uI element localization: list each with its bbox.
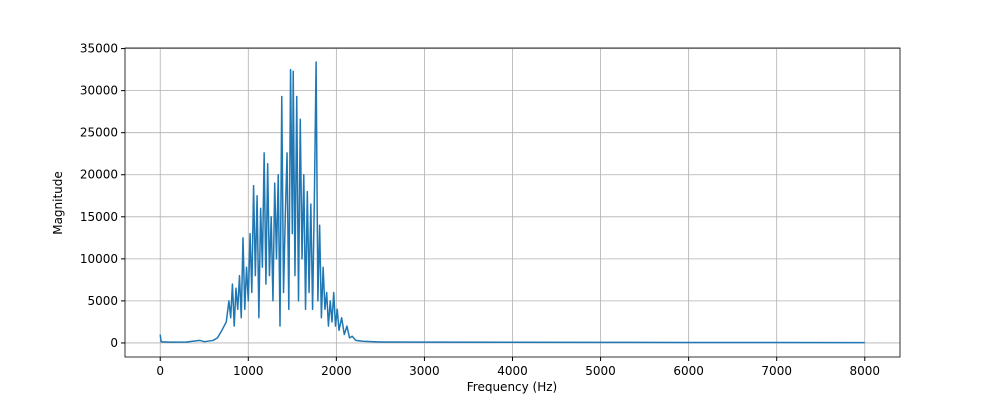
x-tick-label: 5000: [585, 364, 616, 378]
y-tick-label: 30000: [80, 84, 118, 98]
x-tick-label: 1000: [233, 364, 264, 378]
plot-frame: [124, 47, 901, 358]
x-tick-label: 3000: [409, 364, 440, 378]
y-tick-label: 0: [110, 336, 118, 350]
y-tick-label: 20000: [80, 168, 118, 182]
x-tick-label: 6000: [673, 364, 704, 378]
x-tick-label: 7000: [761, 364, 792, 378]
data-line: [159, 61, 865, 344]
y-tick-label: 5000: [87, 294, 118, 308]
y-tick-label: 10000: [80, 252, 118, 266]
x-axis-label: Frequency (Hz): [467, 380, 558, 394]
x-tick-label: 2000: [321, 364, 352, 378]
x-tick-label: 8000: [849, 364, 880, 378]
y-tick-label: 35000: [80, 42, 118, 56]
y-tick-label: 15000: [80, 210, 118, 224]
x-tick-label: 0: [156, 364, 164, 378]
y-tick-label: 25000: [80, 126, 118, 140]
x-tick-label: 4000: [497, 364, 528, 378]
y-axis-label: Magnitude: [51, 171, 65, 235]
